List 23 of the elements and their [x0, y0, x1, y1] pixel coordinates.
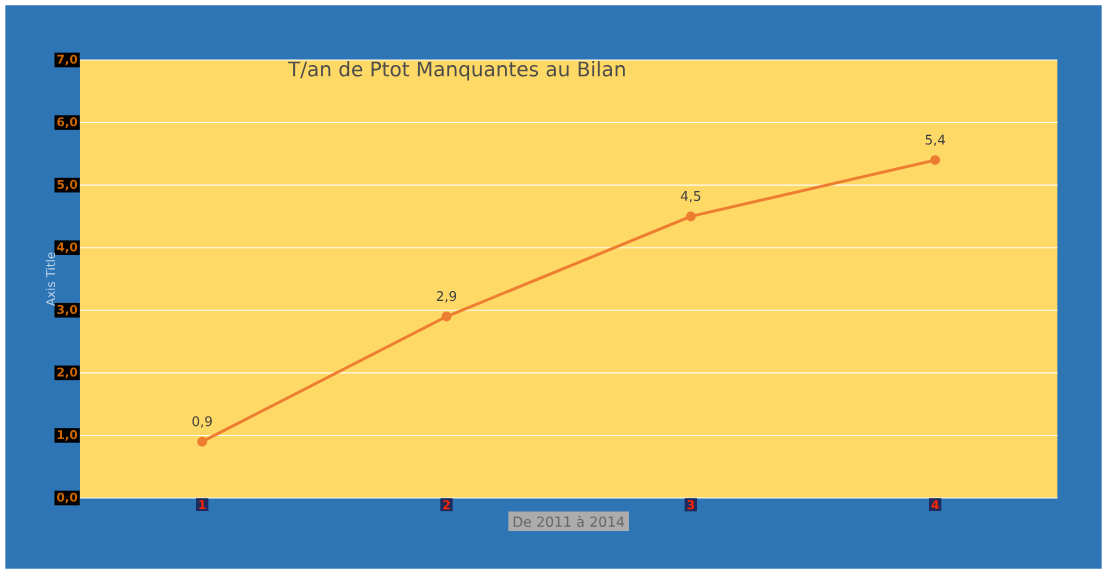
x-tick-label: 1 — [199, 500, 206, 509]
y-axis-title: Axis Title — [45, 252, 56, 307]
y-tick-label: 4,0 — [57, 242, 78, 254]
x-tick-label: 3 — [687, 500, 695, 510]
data-label: 2,9 — [436, 291, 457, 303]
data-label: 5,4 — [925, 134, 946, 147]
y-tick-label: 5,0 — [57, 179, 78, 191]
point — [197, 436, 208, 447]
chart-title: T/an de Ptot Manquantes au Bilan — [287, 61, 625, 81]
y-tick-label: 3,0 — [57, 304, 78, 316]
point — [685, 211, 696, 222]
point — [441, 311, 452, 322]
y-tick-label: 6,0 — [57, 117, 78, 128]
x-axis-title: De 2011 à 2014 — [513, 515, 625, 527]
y-tick-label: 2,0 — [57, 367, 78, 379]
x-tick-label: 4 — [931, 500, 939, 509]
x-tick-label: 2 — [443, 500, 450, 510]
point — [930, 155, 941, 166]
y-tick-label: 1,0 — [57, 430, 78, 441]
data-label: 0,9 — [192, 416, 212, 428]
y-tick-label: 0,0 — [57, 492, 78, 504]
y-tick-label: 7,0 — [57, 54, 78, 66]
data-label: 4,5 — [680, 191, 701, 203]
